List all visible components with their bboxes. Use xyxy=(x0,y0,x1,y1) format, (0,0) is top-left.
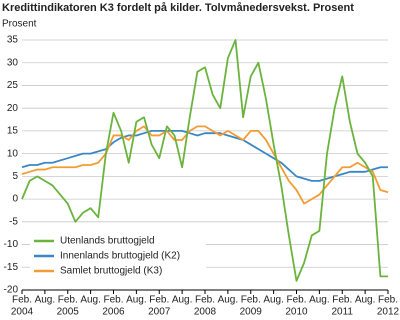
x-tick-year: 2006 xyxy=(102,307,125,318)
series-line xyxy=(21,125,389,205)
y-tick-label: 25 xyxy=(7,80,19,91)
x-tick-label: Feb. xyxy=(378,295,398,306)
y-tick-label: 30 xyxy=(7,57,19,68)
legend-box xyxy=(30,232,206,281)
x-tick-year: 2005 xyxy=(57,307,80,318)
x-tick-year: 2008 xyxy=(194,307,217,318)
x-tick-label: Aug. xyxy=(218,295,239,306)
chart-title: Kredittindikatoren K3 fordelt på kilder.… xyxy=(2,2,354,14)
y-tick-label: 35 xyxy=(7,35,19,46)
x-tick-year: 2007 xyxy=(148,307,171,318)
x-tick-year: 2009 xyxy=(240,307,263,318)
y-tick-label: 15 xyxy=(7,126,19,137)
x-tick-year: 2010 xyxy=(285,307,308,318)
x-tick-label: Aug. xyxy=(126,295,147,306)
y-tick-label: 10 xyxy=(7,148,19,159)
x-tick-label: Feb. xyxy=(332,295,352,306)
y-tick-label: 0 xyxy=(12,194,18,205)
x-tick-label: Feb. xyxy=(286,295,306,306)
x-tick-label: Feb. xyxy=(195,295,215,306)
x-tick-label: Aug. xyxy=(172,295,193,306)
x-tick-label: Aug. xyxy=(35,295,56,306)
x-tick-year: 2011 xyxy=(331,307,353,318)
x-tick-label: Feb. xyxy=(149,295,169,306)
series-line xyxy=(21,130,388,182)
series-line xyxy=(21,39,388,282)
legend-label: Samlet bruttogjeld (K3) xyxy=(60,266,162,277)
x-tick-label: Feb. xyxy=(241,295,261,306)
y-axis-label: Prosent xyxy=(2,19,37,30)
y-tick-label: -5 xyxy=(9,216,18,227)
y-tick-label: -15 xyxy=(4,262,19,273)
y-tick-label: -10 xyxy=(4,239,19,250)
x-tick-label: Feb. xyxy=(12,295,32,306)
legend-label: Innenlands bruttogjeld (K2) xyxy=(60,251,180,262)
x-tick-label: Aug. xyxy=(309,295,330,306)
x-tick-label: Aug. xyxy=(263,295,284,306)
x-tick-label: Feb. xyxy=(103,295,123,306)
legend-label: Utenlands bruttogjeld xyxy=(60,236,155,247)
y-tick-label: 5 xyxy=(12,171,18,182)
x-tick-label: Aug. xyxy=(80,295,101,306)
x-tick-label: Aug. xyxy=(355,295,376,306)
y-tick-label: 20 xyxy=(7,103,19,114)
x-tick-year: 2012 xyxy=(377,307,400,318)
x-tick-label: Feb. xyxy=(58,295,78,306)
x-tick-year: 2004 xyxy=(11,307,34,318)
y-tick-label: -20 xyxy=(4,285,19,296)
